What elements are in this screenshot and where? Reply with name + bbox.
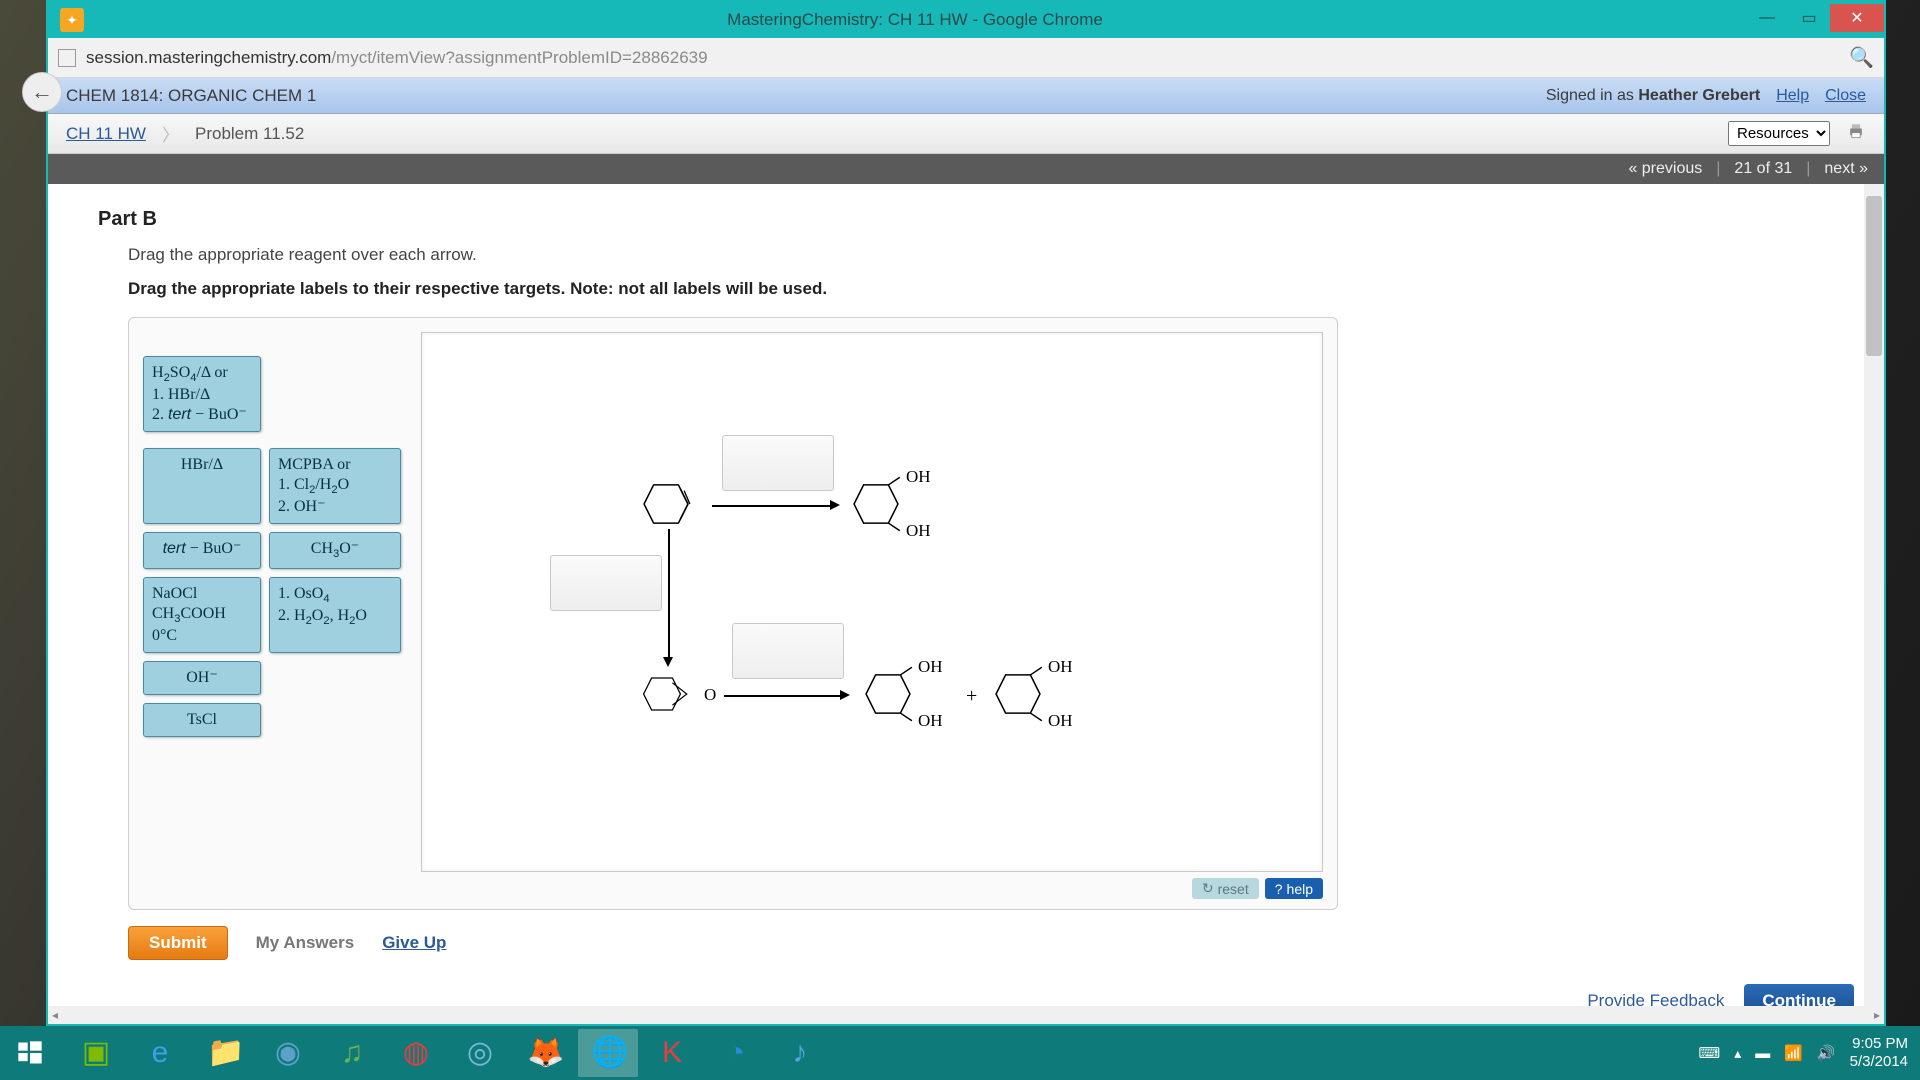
window-title: MasteringChemistry: CH 11 HW - Google Ch… bbox=[84, 10, 1746, 30]
arrow-2 bbox=[668, 529, 670, 659]
start-button[interactable] bbox=[0, 1026, 60, 1080]
oh-label: OH bbox=[906, 521, 931, 541]
label-i[interactable]: TsCl bbox=[143, 703, 261, 737]
disc-icon[interactable]: ◎ bbox=[450, 1029, 510, 1077]
label-h[interactable]: OH⁻ bbox=[143, 661, 261, 695]
cyclohexene-icon bbox=[642, 483, 690, 525]
instruction-text: Drag the appropriate reagent over each a… bbox=[128, 245, 1834, 265]
system-tray: ⌨ ▴ ▬ 📶 🔊 9:05 PM 5/3/2014 bbox=[1687, 1035, 1920, 1071]
chrome-window: ← ✦ MasteringChemistry: CH 11 HW - Googl… bbox=[46, 0, 1886, 1026]
label-c[interactable]: MCPBA or1. Cl2/H2O2. OH⁻ bbox=[269, 448, 401, 524]
arrowhead-2 bbox=[663, 657, 673, 667]
instruction-bold: Drag the appropriate labels to their res… bbox=[128, 279, 1834, 299]
network-icon[interactable]: 📶 bbox=[1784, 1044, 1803, 1062]
drag-activity: H2SO4/Δ or1. HBr/Δ2. tert − BuO⁻ HBr/Δ M… bbox=[128, 317, 1338, 910]
explorer-icon[interactable]: 📁 bbox=[194, 1029, 254, 1077]
battery-icon[interactable]: ▬ bbox=[1755, 1045, 1770, 1062]
label-d[interactable]: tert − BuO⁻ bbox=[143, 532, 261, 568]
assignment-link[interactable]: CH 11 HW bbox=[66, 124, 146, 144]
media-icon[interactable]: ◉ bbox=[258, 1029, 318, 1077]
resources-select[interactable]: Resources bbox=[1728, 121, 1830, 146]
taskbar: ▣ e 📁 ◉ ♫ ◍ ◎ 🦊 🌐 K ◔ ♪ ⌨ ▴ ▬ 📶 🔊 9:05 P… bbox=[0, 1026, 1920, 1080]
prev-button[interactable]: « previous bbox=[1628, 160, 1702, 178]
minimize-button[interactable]: — bbox=[1746, 4, 1788, 32]
next-button[interactable]: next » bbox=[1824, 160, 1868, 178]
trans-diol-icon bbox=[852, 483, 900, 525]
oh-label: OH bbox=[906, 467, 931, 487]
position-label: 21 of 31 bbox=[1734, 160, 1792, 178]
answer-controls: Submit My Answers Give Up bbox=[128, 926, 1834, 960]
close-window-button[interactable]: ✕ bbox=[1830, 4, 1884, 32]
back-button[interactable]: ← bbox=[22, 72, 62, 112]
epoxide-icon bbox=[642, 673, 690, 715]
arrow-1 bbox=[712, 505, 832, 507]
kaspersky-icon[interactable]: K bbox=[642, 1029, 702, 1077]
course-title: CHEM 1814: ORGANIC CHEM 1 bbox=[66, 86, 316, 106]
chevron-icon: 〉 bbox=[162, 121, 179, 146]
arrowhead-3 bbox=[840, 690, 850, 700]
oh-label: OH bbox=[918, 657, 943, 677]
labels-palette: H2SO4/Δ or1. HBr/Δ2. tert − BuO⁻ HBr/Δ M… bbox=[143, 332, 403, 872]
url-text: session.masteringchemistry.com/myct/item… bbox=[86, 48, 1849, 68]
activity-help-button[interactable]: ? help bbox=[1265, 878, 1323, 899]
store-icon[interactable]: ▣ bbox=[66, 1029, 126, 1077]
problem-label: Problem 11.52 bbox=[195, 124, 304, 144]
chrome-titlebar: ✦ MasteringChemistry: CH 11 HW - Google … bbox=[48, 2, 1884, 38]
favicon-icon: ✦ bbox=[60, 8, 84, 32]
label-a[interactable]: H2SO4/Δ or1. HBr/Δ2. tert − BuO⁻ bbox=[143, 356, 261, 432]
give-up-link[interactable]: Give Up bbox=[382, 933, 446, 953]
clock[interactable]: 9:05 PM 5/3/2014 bbox=[1850, 1035, 1908, 1071]
maximize-button[interactable]: ▭ bbox=[1788, 4, 1830, 32]
problem-nav: « previous | 21 of 31 | next » bbox=[48, 154, 1884, 184]
app-red-icon[interactable]: ◍ bbox=[386, 1029, 446, 1077]
vertical-scrollbar[interactable] bbox=[1864, 184, 1884, 1024]
diol-product1-icon bbox=[864, 673, 912, 715]
taskbar-apps: ▣ e 📁 ◉ ♫ ◍ ◎ 🦊 🌐 K ◔ ♪ bbox=[60, 1029, 830, 1077]
firefox-icon[interactable]: 🦊 bbox=[514, 1029, 574, 1077]
arrowhead-1 bbox=[830, 500, 840, 510]
volume-icon[interactable]: 🔊 bbox=[1817, 1044, 1836, 1062]
keyboard-icon[interactable]: ⌨ bbox=[1699, 1044, 1721, 1062]
plus-sign: + bbox=[966, 685, 977, 708]
itunes-icon[interactable]: ♪ bbox=[770, 1029, 830, 1077]
music-icon[interactable]: ♫ bbox=[322, 1029, 382, 1077]
o-label: O bbox=[704, 685, 716, 705]
oh-label: OH bbox=[1048, 657, 1073, 677]
label-g[interactable]: 1. OsO42. H2O2, H2O bbox=[269, 577, 401, 653]
tray-chevron-icon[interactable]: ▴ bbox=[1734, 1045, 1741, 1062]
dropzone-3[interactable] bbox=[732, 623, 844, 679]
chrome-icon[interactable]: 🌐 bbox=[578, 1029, 638, 1077]
address-bar[interactable]: session.masteringchemistry.com/myct/item… bbox=[48, 38, 1884, 78]
arrow-3 bbox=[724, 695, 842, 697]
page-icon bbox=[58, 49, 76, 67]
breadcrumb-bar: CH 11 HW 〉 Problem 11.52 Resources bbox=[48, 114, 1884, 154]
ie-icon[interactable]: e bbox=[130, 1029, 190, 1077]
reset-button[interactable]: ↻ reset bbox=[1192, 878, 1259, 899]
search-icon[interactable]: 🔍 bbox=[1849, 45, 1874, 70]
oh-label: OH bbox=[918, 711, 943, 731]
label-e[interactable]: CH3O⁻ bbox=[269, 532, 401, 568]
print-icon[interactable] bbox=[1846, 121, 1866, 146]
signed-in-text: Signed in as Heather Grebert bbox=[1546, 87, 1760, 105]
my-answers-link[interactable]: My Answers bbox=[256, 933, 355, 953]
close-link[interactable]: Close bbox=[1825, 87, 1866, 105]
scrollbar-thumb[interactable] bbox=[1866, 196, 1882, 356]
course-header: CHEM 1814: ORGANIC CHEM 1 Signed in as H… bbox=[48, 78, 1884, 114]
dropzone-2[interactable] bbox=[550, 555, 662, 611]
page-content: CHEM 1814: ORGANIC CHEM 1 Signed in as H… bbox=[48, 78, 1884, 1024]
part-title: Part B bbox=[98, 208, 1834, 231]
horizontal-scrollbar[interactable]: ◂▸ bbox=[48, 1006, 1884, 1024]
submit-button[interactable]: Submit bbox=[128, 926, 228, 960]
help-link[interactable]: Help bbox=[1776, 87, 1809, 105]
problem-body: Part B Drag the appropriate reagent over… bbox=[48, 184, 1884, 1024]
diol-product2-icon bbox=[994, 673, 1042, 715]
app-blue-icon[interactable]: ◔ bbox=[706, 1029, 766, 1077]
dropzone-1[interactable] bbox=[722, 435, 834, 491]
reaction-canvas[interactable]: OH OH O bbox=[421, 332, 1323, 872]
label-f[interactable]: NaOClCH3COOH0°C bbox=[143, 577, 261, 653]
oh-label: OH bbox=[1048, 711, 1073, 731]
label-b[interactable]: HBr/Δ bbox=[143, 448, 261, 524]
